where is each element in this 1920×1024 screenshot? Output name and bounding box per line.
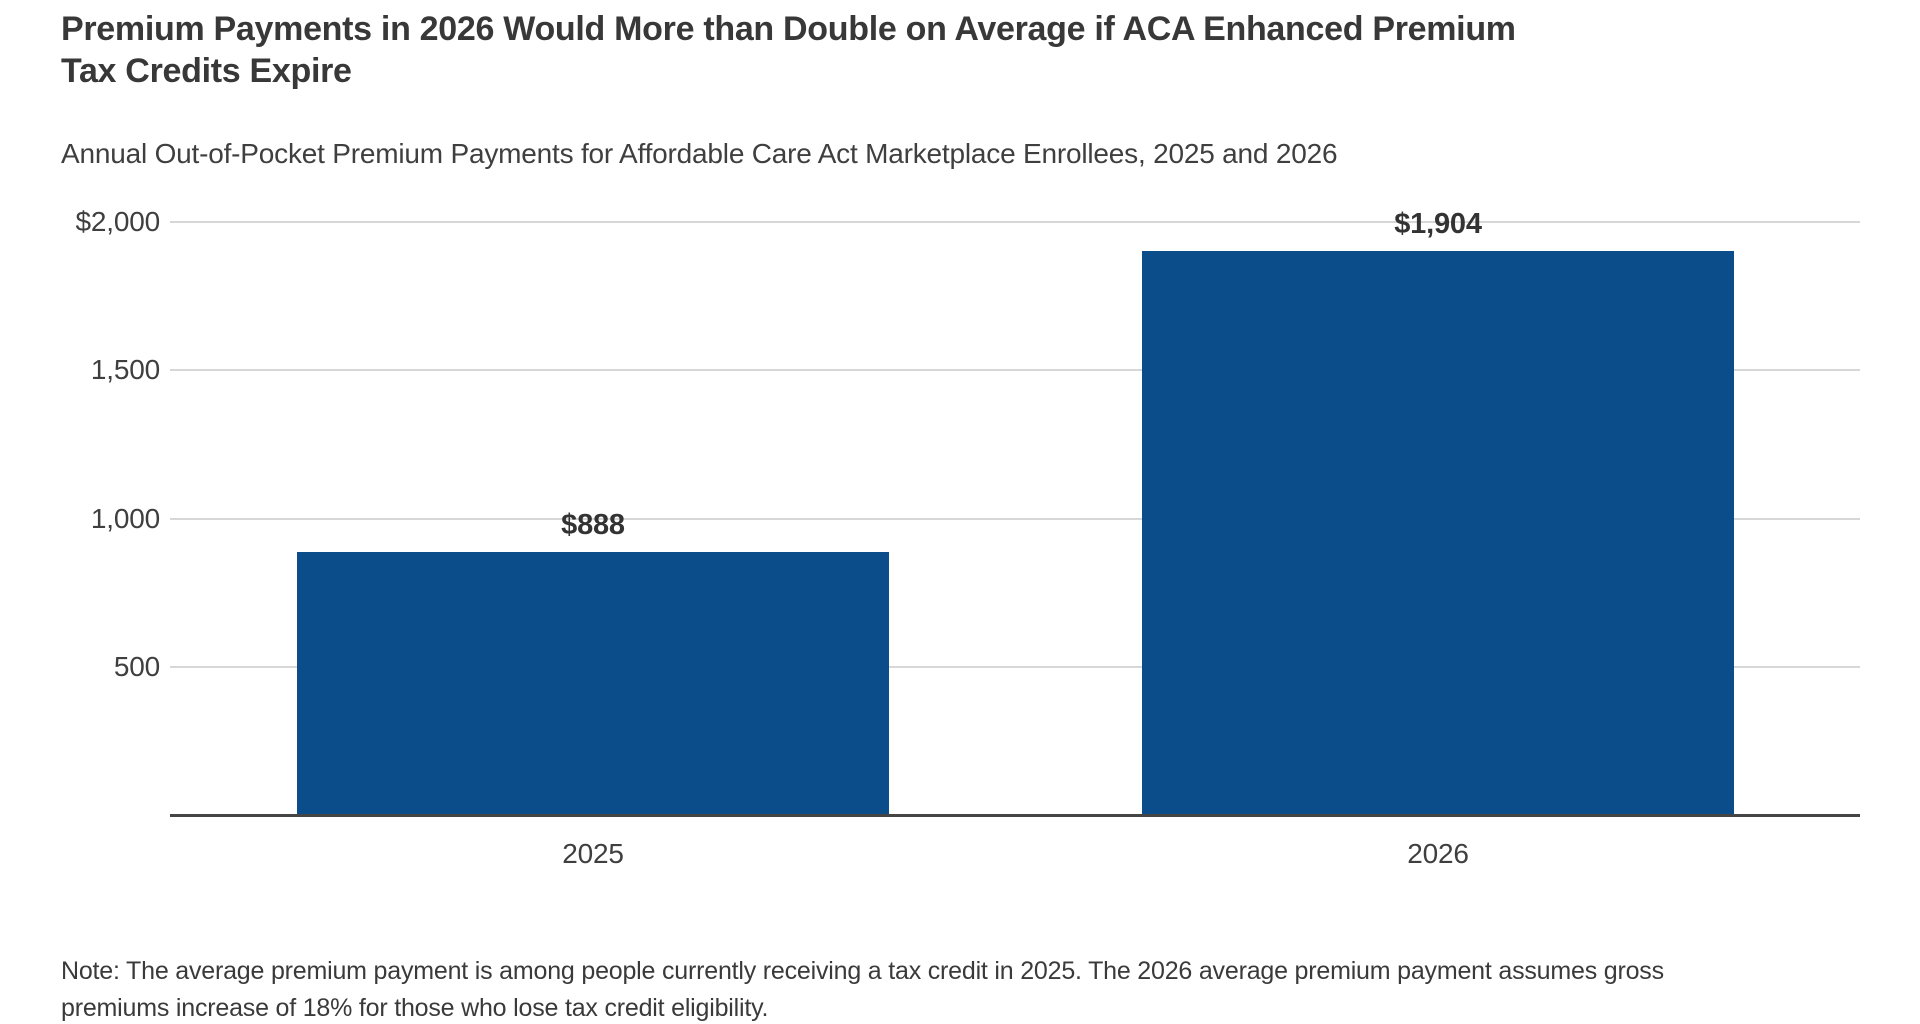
x-axis-tick-2026: 2026 (1407, 838, 1469, 869)
bar-value-label-2025: $888 (561, 509, 625, 542)
chart-title-line-1: Premium Payments in 2026 Would More than… (61, 10, 1516, 48)
chart-title: Premium Payments in 2026 Would More than… (61, 8, 1861, 92)
bar-2025 (297, 552, 889, 816)
bar-value-label-2026: $1,904 (1394, 207, 1482, 240)
bar-group-2025: $888 (297, 222, 889, 816)
chart-title-line-2: Tax Credits Expire (61, 52, 352, 90)
gridline-1000 (170, 518, 1860, 520)
y-axis-tick-500: 500 (113, 651, 160, 682)
y-axis-tick-1500: 1,500 (90, 354, 160, 385)
chart-subtitle: Annual Out-of-Pocket Premium Payments fo… (61, 138, 1338, 169)
chart-note: Note: The average premium payment is amo… (61, 953, 1861, 1024)
plot-area: $888 $1,904 (170, 208, 1860, 817)
bar-2026 (1142, 250, 1734, 816)
x-axis-baseline (170, 814, 1860, 817)
bar-group-2026: $1,904 (1142, 208, 1734, 816)
chart-note-line-2: premiums increase of 18% for those who l… (61, 994, 769, 1022)
y-axis-tick-1000: 1,000 (90, 503, 160, 534)
chart-note-line-1: Note: The average premium payment is amo… (61, 957, 1664, 985)
y-axis-tick-2000: $2,000 (75, 206, 161, 237)
gridline-2000 (170, 221, 1860, 223)
gridline-1500 (170, 369, 1860, 371)
gridline-500 (170, 666, 1860, 668)
x-axis-tick-2025: 2025 (562, 838, 624, 869)
